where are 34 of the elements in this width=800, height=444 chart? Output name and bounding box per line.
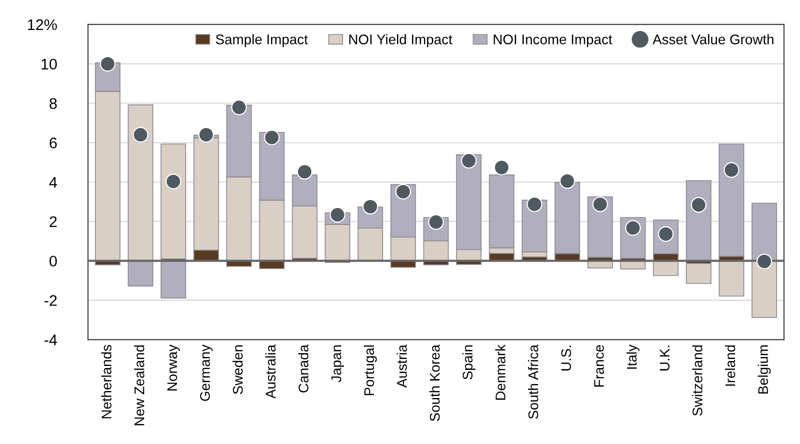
y-tick-label: 6 <box>50 138 57 148</box>
x-tick-label: U.S. <box>561 346 572 370</box>
x-tick-label: Japan <box>332 345 344 382</box>
x-tick-label: Sweden <box>232 345 243 394</box>
x-tick-label: France <box>594 345 604 387</box>
y-tick-label: -4 <box>44 334 57 346</box>
y-tick-label: 12% <box>28 19 57 30</box>
x-tick-label: Belgium <box>758 345 771 394</box>
y-tick-label: 2 <box>50 216 57 227</box>
x-tick-label: Norway <box>167 344 180 390</box>
y-tick-label: 4 <box>49 177 57 188</box>
legend-label: NOI Income Impact <box>494 34 612 48</box>
x-tick-label: Italy <box>626 344 640 369</box>
x-tick-label: Germany <box>200 344 213 401</box>
x-tick-label: Denmark <box>495 344 506 400</box>
x-tick-label: Ireland <box>725 345 736 386</box>
y-tick-label: 8 <box>50 98 57 109</box>
legend-label: Asset Value Growth <box>652 34 774 44</box>
x-tick-label: Switzerland <box>692 345 702 416</box>
legend-label: NOI Yield Impact <box>349 34 452 48</box>
x-tick-label: Australia <box>265 344 276 399</box>
x-tick-label: South Korea <box>430 344 440 422</box>
y-tick-label: 10 <box>42 58 57 70</box>
x-tick-label: Netherlands <box>101 345 112 418</box>
y-tick-label: -2 <box>44 295 57 306</box>
x-tick-label: Canada <box>298 344 308 392</box>
x-tick-label: Portugal <box>364 345 377 396</box>
x-tick-label: New Zealand <box>134 345 144 426</box>
x-tick-label: Spain <box>462 345 476 380</box>
x-tick-label: South Africa <box>528 344 538 419</box>
y-tick-label: 0 <box>50 256 57 267</box>
x-tick-label: Austria <box>396 344 407 388</box>
legend-label: Sample Impact <box>216 34 308 48</box>
x-tick-label: U.K. <box>660 346 670 370</box>
